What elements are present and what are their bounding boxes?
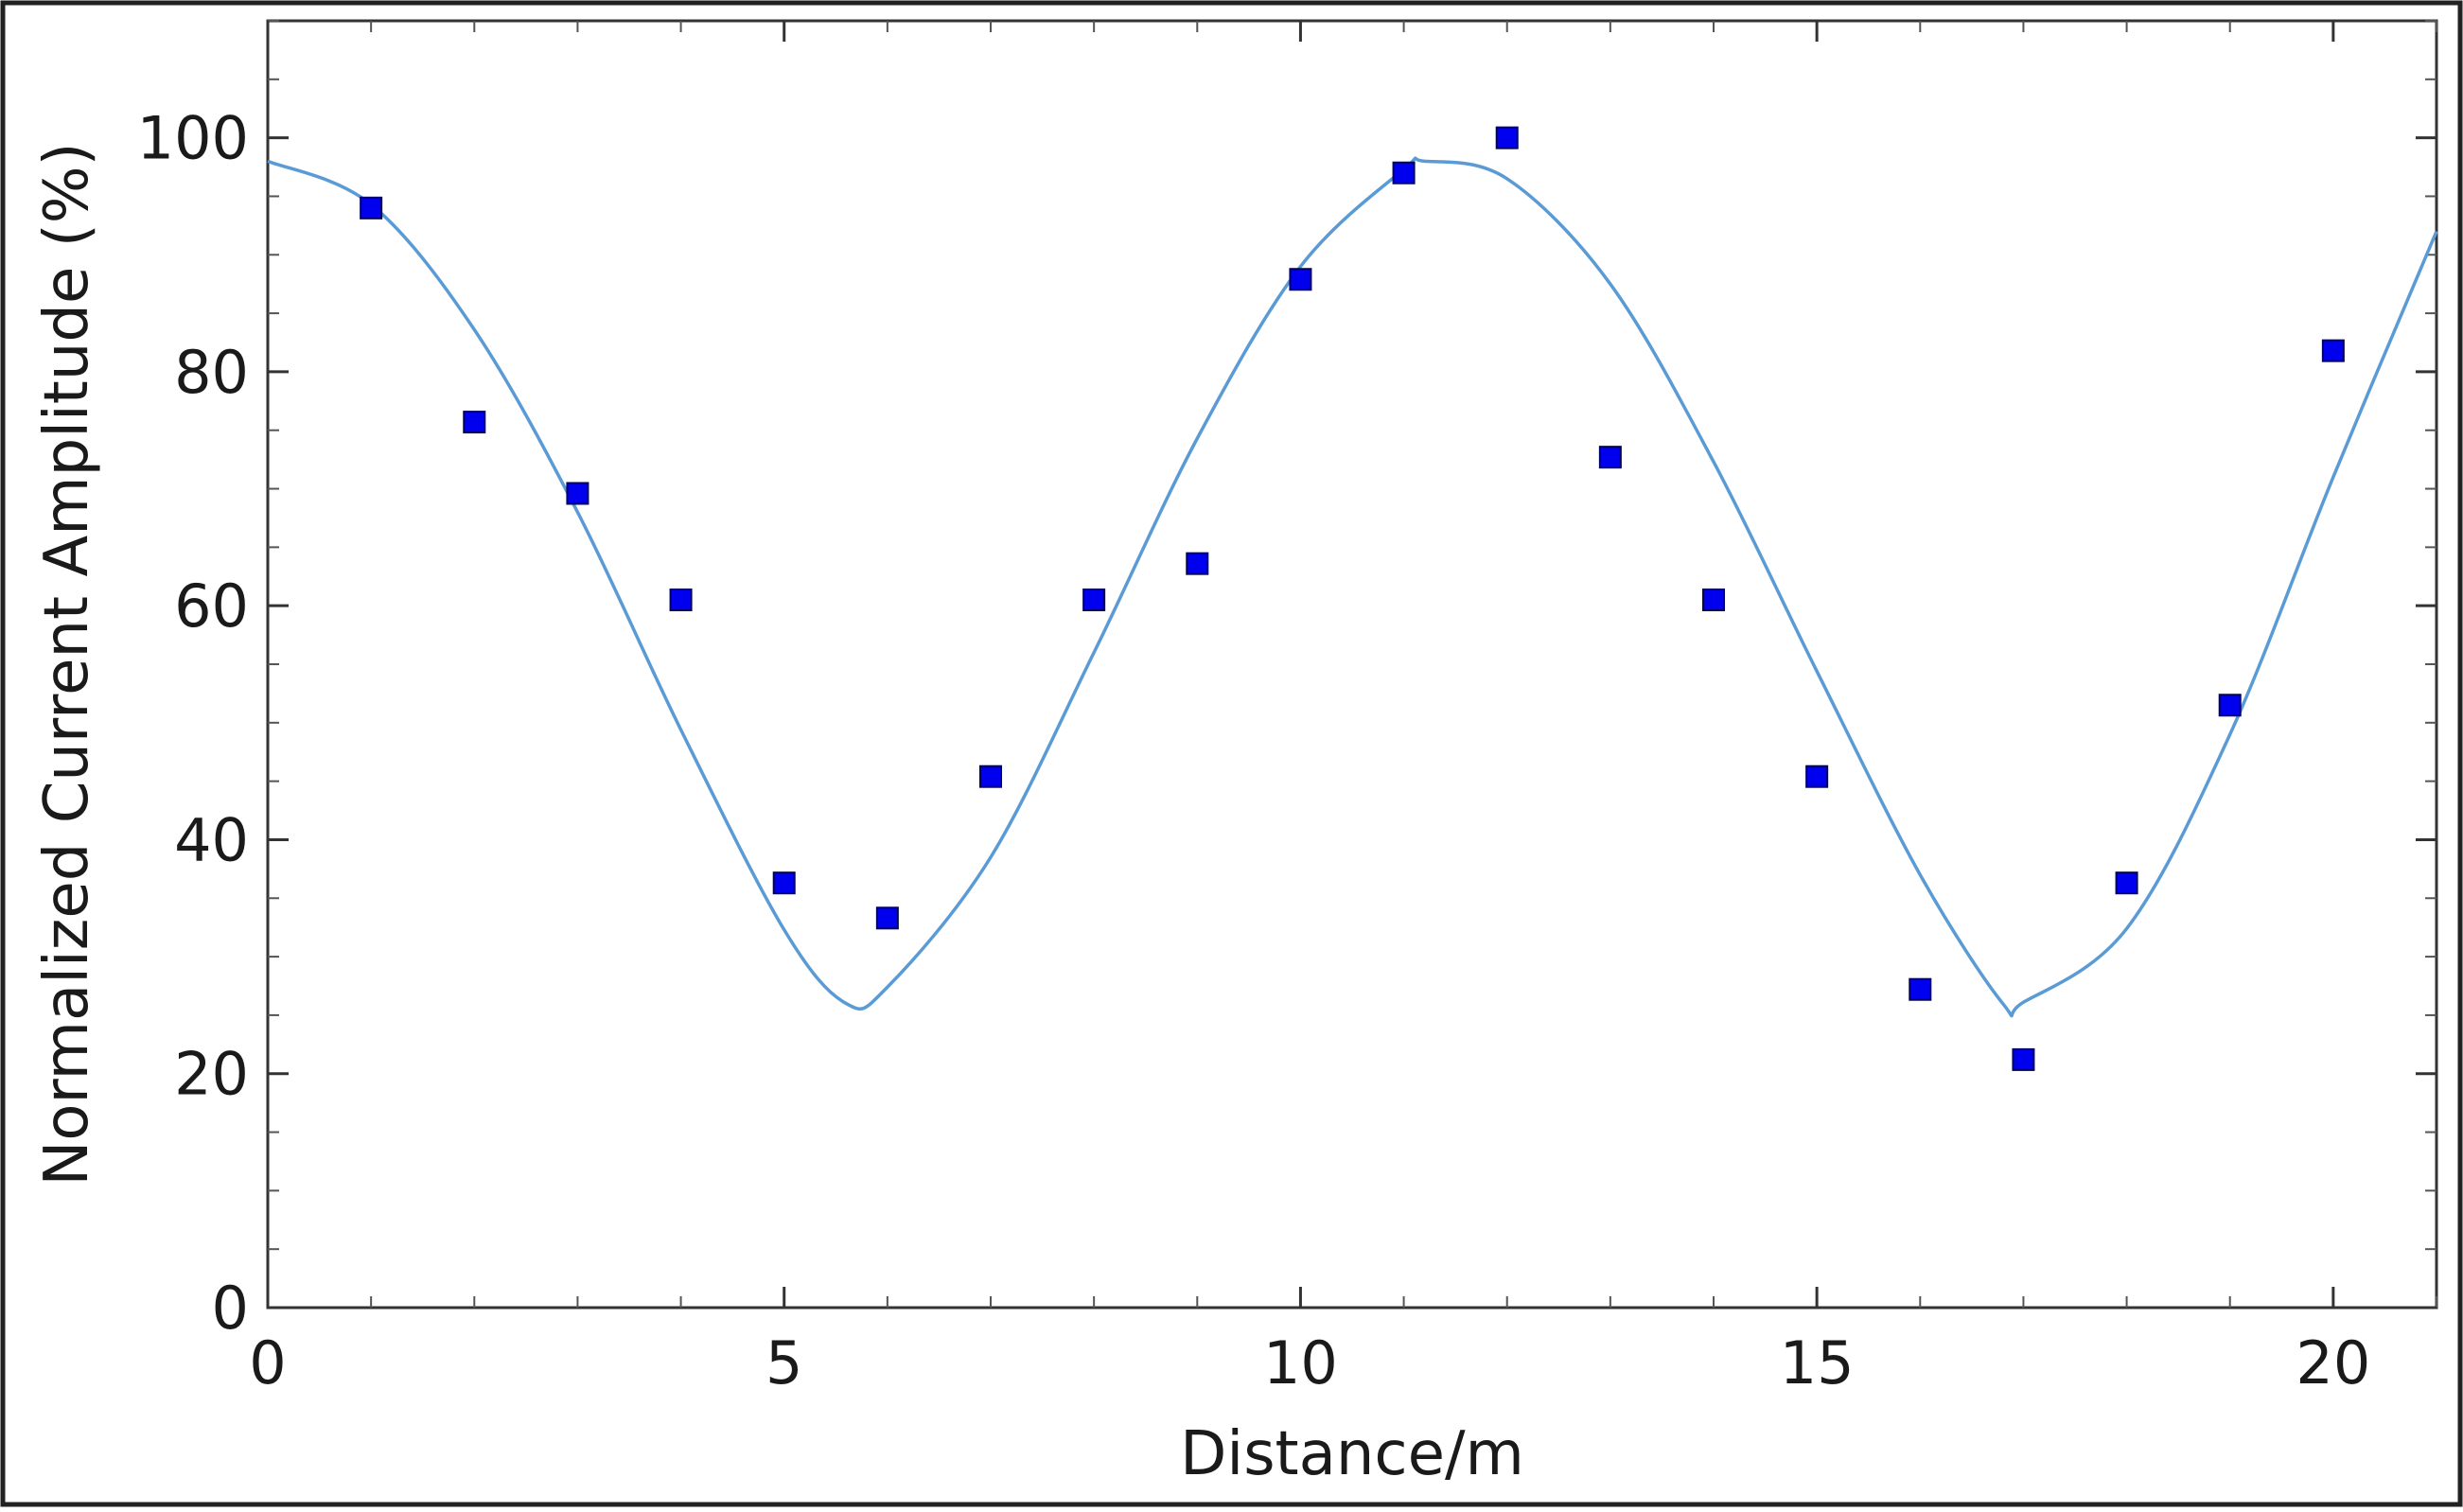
y-axis-label: Normalized Current Amplitude (%) (32, 142, 102, 1186)
data-point (360, 196, 383, 220)
y-tick-labels: 0 20 40 60 80 100 (137, 104, 249, 1343)
data-point (875, 906, 899, 930)
x-axis-label: Distance/m (1180, 1419, 1524, 1489)
data-point (979, 765, 1002, 788)
y-tick-label: 60 (174, 571, 249, 641)
x-tick-label: 15 (1780, 1328, 1855, 1398)
x-tick-label: 5 (765, 1328, 802, 1398)
y-tick-label: 40 (174, 805, 249, 874)
data-point (1186, 552, 1209, 575)
data-point (1392, 161, 1416, 185)
data-points (360, 126, 2345, 1071)
y-tick-label: 100 (137, 104, 249, 173)
x-tick-label: 20 (2296, 1328, 2370, 1398)
data-point (772, 871, 796, 895)
major-ticks (266, 21, 2437, 1310)
y-tick-label: 0 (212, 1274, 249, 1343)
data-point (1289, 268, 1312, 291)
x-tick-label: 0 (249, 1328, 286, 1398)
plot-area (266, 19, 2438, 1310)
data-point (2321, 339, 2345, 362)
data-point (463, 411, 486, 434)
y-tick-label: 20 (174, 1040, 249, 1109)
x-tick-label: 10 (1263, 1328, 1338, 1398)
y-tick-label: 80 (174, 338, 249, 407)
data-point (566, 482, 589, 505)
data-point (2012, 1047, 2035, 1071)
data-point (2115, 871, 2138, 895)
data-point (1909, 977, 1932, 1001)
data-point (669, 589, 693, 611)
data-point (1702, 589, 1725, 611)
data-point (2218, 694, 2242, 717)
x-tick-labels: 0 5 10 15 20 (249, 1328, 2370, 1398)
data-point (1805, 765, 1829, 788)
data-point (1598, 446, 1622, 469)
data-point (1082, 589, 1106, 611)
data-point (1495, 126, 1519, 149)
